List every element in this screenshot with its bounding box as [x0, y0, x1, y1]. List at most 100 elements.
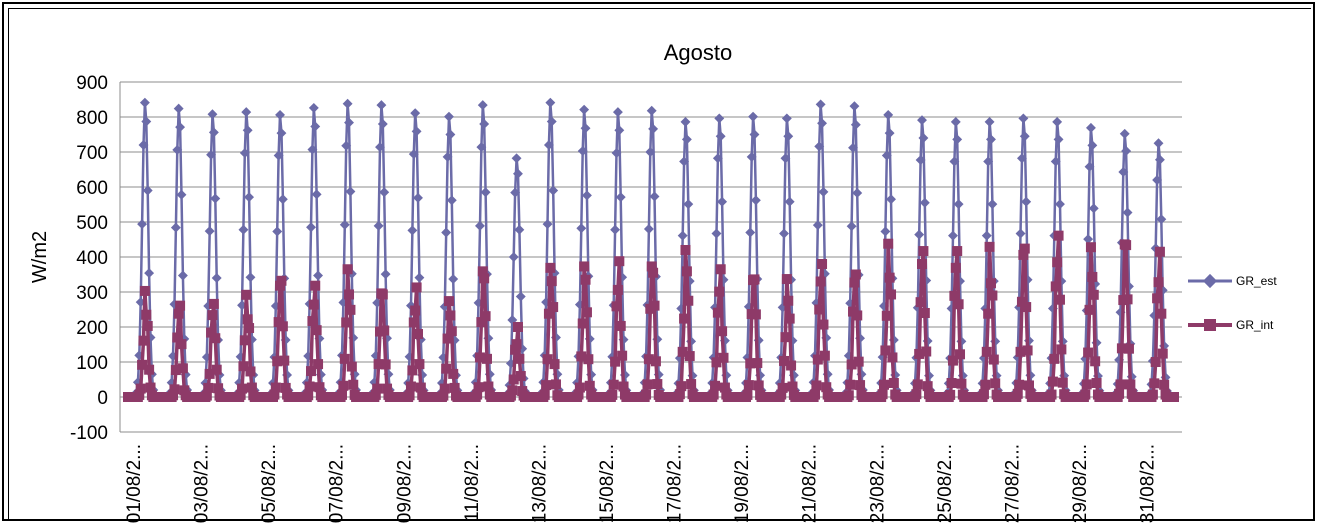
- data-point: [1055, 199, 1065, 210]
- data-point: [338, 380, 349, 391]
- data-point: [339, 353, 350, 364]
- data-point: [339, 219, 350, 230]
- data-point: [1159, 379, 1170, 390]
- data-point: [175, 122, 186, 133]
- data-point: [211, 364, 222, 375]
- data-point: [306, 222, 316, 233]
- data-point: [170, 365, 181, 376]
- data-point: [611, 301, 622, 312]
- data-point: [545, 262, 556, 273]
- data-point: [812, 220, 823, 231]
- y-tick-label: 900: [76, 73, 108, 94]
- data-point: [550, 379, 561, 390]
- data-point: [1056, 344, 1067, 355]
- data-point: [643, 224, 654, 234]
- data-point: [912, 379, 923, 390]
- data-point: [681, 134, 692, 145]
- data-point: [780, 332, 791, 343]
- data-point: [512, 322, 523, 332]
- x-tick-label: 15/08/2...: [597, 444, 618, 523]
- data-point: [276, 128, 287, 139]
- data-point: [886, 289, 897, 300]
- data-point: [245, 272, 256, 283]
- data-point: [144, 364, 155, 375]
- data-point: [686, 379, 697, 390]
- data-point: [945, 389, 956, 400]
- x-tick-label: 05/08/2...: [259, 444, 280, 523]
- data-point: [1114, 388, 1125, 399]
- data-point: [715, 131, 726, 142]
- data-point: [480, 187, 491, 198]
- data-point: [1157, 348, 1168, 359]
- data-point: [1012, 388, 1023, 399]
- data-point: [615, 320, 626, 331]
- data-point: [138, 140, 149, 150]
- data-point: [308, 102, 319, 113]
- data-point: [310, 280, 321, 291]
- data-point: [1122, 294, 1133, 305]
- data-point: [276, 275, 287, 286]
- data-point: [574, 382, 585, 393]
- x-tick-label: 31/08/2...: [1138, 444, 1159, 523]
- data-point: [681, 266, 692, 277]
- data-point: [680, 245, 691, 255]
- data-point: [280, 382, 291, 393]
- data-point: [579, 104, 590, 115]
- data-point: [952, 134, 963, 145]
- data-point: [543, 308, 554, 319]
- data-point: [584, 380, 595, 391]
- data-point: [173, 103, 184, 114]
- data-point: [881, 150, 892, 161]
- data-point: [949, 290, 960, 301]
- x-tick-labels: 01/08/2... 03/08/2... 05/08/2... 07/08/2...…: [124, 444, 1159, 523]
- data-point: [990, 378, 1001, 389]
- data-point: [1123, 343, 1134, 354]
- data-point: [370, 389, 381, 400]
- data-point: [207, 310, 218, 321]
- data-point: [708, 389, 719, 400]
- x-tick-label: 03/08/2...: [192, 444, 213, 523]
- data-point: [1118, 167, 1129, 177]
- data-point: [610, 356, 621, 367]
- data-point: [211, 273, 222, 283]
- data-point: [781, 113, 792, 124]
- data-point: [177, 270, 188, 281]
- y-tick-label: 400: [76, 248, 108, 269]
- data-point: [1153, 138, 1164, 149]
- x-tick-label: 17/08/2...: [665, 444, 686, 523]
- data-point: [238, 224, 249, 235]
- data-point: [986, 134, 996, 145]
- data-point: [481, 353, 492, 364]
- x-tick-label: 27/08/2...: [1002, 444, 1023, 523]
- data-point: [752, 358, 763, 369]
- data-point: [618, 381, 629, 392]
- data-point: [480, 311, 491, 322]
- data-point: [649, 300, 660, 311]
- data-point: [608, 379, 619, 390]
- data-point: [404, 390, 415, 401]
- data-point: [441, 227, 452, 238]
- legend: GR_est GR_int: [1188, 273, 1277, 332]
- data-point: [341, 140, 352, 151]
- data-point: [983, 308, 994, 319]
- data-point: [272, 226, 283, 237]
- data-point: [379, 325, 390, 336]
- data-point: [1147, 389, 1158, 400]
- data-point: [446, 195, 457, 206]
- data-point: [745, 358, 756, 369]
- data-point: [442, 333, 453, 344]
- data-point: [787, 381, 798, 392]
- data-point: [375, 142, 385, 153]
- data-point: [207, 109, 218, 120]
- data-point: [817, 259, 828, 269]
- data-point: [246, 382, 257, 393]
- data-point: [310, 121, 321, 132]
- data-point: [377, 119, 388, 129]
- data-point: [336, 389, 347, 400]
- data-point: [855, 380, 866, 391]
- data-point: [576, 223, 587, 234]
- data-point: [776, 389, 787, 400]
- data-point: [614, 256, 625, 267]
- data-point: [987, 290, 998, 301]
